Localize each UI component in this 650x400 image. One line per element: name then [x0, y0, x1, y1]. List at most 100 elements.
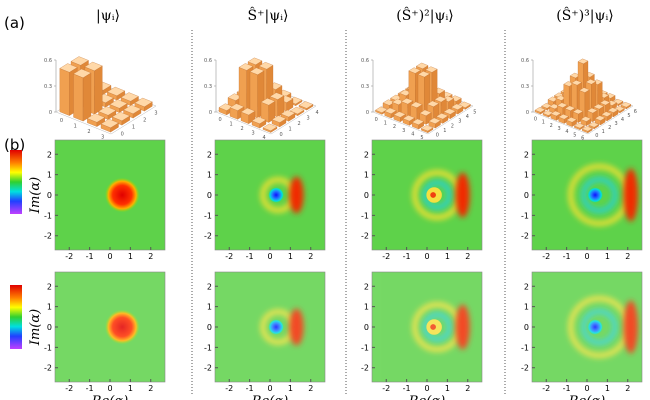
z-tick-label: 0.3: [204, 84, 212, 90]
bar-top: [98, 106, 117, 116]
z-tick-label: 0.6: [361, 58, 369, 64]
bar-top: [620, 102, 632, 108]
floor-tick-label: 4: [316, 110, 319, 116]
bar-top: [271, 115, 287, 123]
heatmap: [371, 271, 483, 383]
floor-tick-label: 1: [74, 123, 77, 129]
bar-top: [426, 100, 440, 107]
bar-top: [579, 87, 590, 93]
bar: [262, 123, 278, 133]
bar-top: [84, 61, 103, 71]
y-tick-label: -2: [521, 232, 529, 241]
x-tick-label: -2: [225, 384, 233, 393]
bar: [534, 107, 546, 115]
y-tick-label: 2: [524, 150, 529, 159]
floor-tick-label: 5: [420, 135, 423, 141]
y-tick-label: 0: [47, 323, 52, 332]
x-tick-label: -1: [246, 252, 254, 261]
blob: [104, 309, 140, 345]
x-tick-label: 0: [424, 384, 429, 393]
bar-top: [556, 102, 568, 108]
y-tick-label: 0: [524, 191, 529, 200]
floor-tick-label: 2: [143, 118, 146, 124]
ring: [422, 180, 452, 210]
bar: [402, 115, 416, 126]
bar: [411, 118, 425, 130]
x-tick-label: 2: [625, 384, 630, 393]
z-tick-label: 0.6: [204, 58, 212, 64]
x-tick-label: -1: [563, 384, 571, 393]
y-tick-label: 2: [207, 282, 212, 291]
bar-top: [585, 79, 597, 85]
heatmap: [54, 271, 166, 383]
bar-top: [280, 109, 296, 118]
floor-tick-label: 3: [558, 126, 561, 132]
x-axis-label: Re(α): [251, 394, 288, 400]
bar-top: [408, 67, 421, 74]
bar-top: [258, 62, 274, 70]
floor-tick-label: 0: [60, 118, 63, 124]
heatmap: [371, 139, 483, 251]
crescent: [623, 168, 638, 222]
bar-top: [443, 108, 456, 115]
x-tick-label: -2: [225, 252, 233, 261]
bar: [428, 117, 441, 129]
bar-top: [419, 109, 432, 116]
bar-top: [586, 107, 598, 114]
y-tick-label: -2: [361, 232, 369, 241]
x-axis-label: Re(α): [91, 394, 128, 400]
heatmap: [531, 271, 643, 383]
bar-top: [240, 107, 256, 116]
y-tick-label: -1: [521, 211, 529, 220]
x-axis-label: Re(α): [568, 394, 605, 400]
x-tick-label: -1: [86, 384, 94, 393]
bar-top: [425, 66, 438, 73]
bar-top: [269, 92, 285, 100]
y-tick-label: 1: [364, 171, 369, 180]
bar-top: [100, 118, 119, 128]
floor-tick-label: 1: [132, 125, 135, 131]
bar: [73, 68, 92, 122]
heatmap: [214, 139, 326, 251]
floor-tick-label: 2: [608, 125, 611, 131]
column-title: (Ŝ⁺)²|ψᵢ⟩: [396, 6, 454, 24]
floor-tick-label: 4: [565, 129, 568, 135]
x-tick-label: -2: [382, 384, 390, 393]
x-tick-label: 2: [148, 252, 153, 261]
bar: [86, 113, 106, 127]
crescent: [455, 304, 470, 350]
floor-tick-label: 6: [634, 109, 637, 115]
x-tick-label: -2: [382, 252, 390, 261]
bar: [109, 99, 128, 113]
floor-tick-label: 0: [534, 117, 537, 123]
y-tick-label: 1: [207, 303, 212, 312]
bar: [601, 111, 612, 122]
x-tick-label: 1: [445, 252, 450, 261]
bar-top: [410, 101, 423, 108]
core: [587, 187, 603, 203]
floor-tick-label: 2: [298, 121, 301, 127]
bar-top: [558, 114, 570, 120]
z-tick-label: 0.3: [521, 84, 529, 90]
x-tick-label: 0: [267, 384, 272, 393]
z-tick-label: 0.6: [521, 58, 529, 64]
bar-top: [417, 71, 431, 78]
floor-tick-label: 4: [263, 135, 266, 141]
heatmap-field: [372, 140, 482, 250]
x-tick-label: -2: [65, 384, 73, 393]
bar: [574, 122, 585, 131]
bar: [240, 107, 256, 124]
y-tick-label: 2: [524, 282, 529, 291]
panel-label: (b): [4, 136, 25, 154]
x-tick-label: -1: [403, 252, 411, 261]
bar-top: [571, 80, 582, 86]
floor-tick-label: 2: [451, 123, 454, 129]
floor-tick-label: 0: [121, 132, 124, 138]
bar: [298, 101, 314, 111]
y-tick-label: 1: [47, 303, 52, 312]
bar: [120, 92, 139, 106]
floor-tick-label: 0: [375, 117, 378, 123]
bar-top: [577, 58, 589, 64]
floor-tick-label: 2: [241, 126, 244, 132]
